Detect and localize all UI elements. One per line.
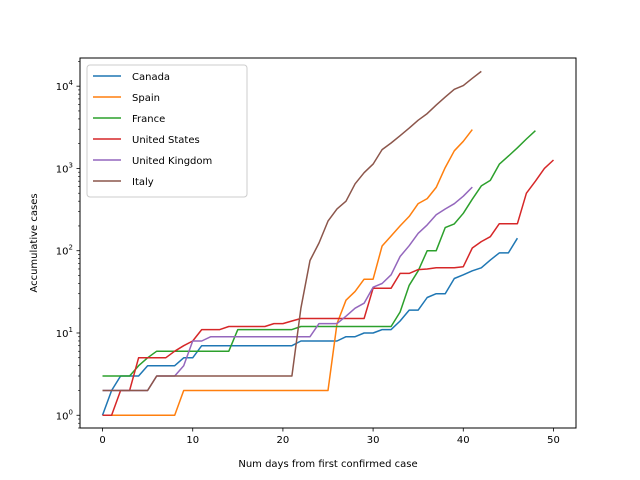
x-tick-label: 10 (186, 435, 199, 446)
legend-label: Canada (132, 72, 170, 83)
legend-label: France (132, 114, 165, 125)
y-tick-label: 102 (56, 244, 73, 258)
series-line-5 (102, 70, 482, 392)
plot-frame (79, 57, 577, 429)
legend-label: United Kingdom (132, 156, 212, 167)
series-line-0 (101, 237, 519, 416)
x-tick-label: 50 (547, 435, 560, 446)
y-tick-label: 101 (56, 326, 73, 340)
x-tick-label: 20 (277, 435, 290, 446)
x-tick-label: 40 (457, 435, 470, 446)
legend-label: Italy (132, 177, 154, 188)
series-line-1 (102, 129, 473, 417)
y-tick-label: 103 (56, 161, 73, 175)
legend-frame (86, 64, 248, 198)
y-axis: 100 101 102 103 104 (56, 61, 80, 429)
x-axis: 0 10 20 30 40 50 (99, 428, 560, 446)
x-tick-label: 0 (99, 435, 105, 446)
series-line-3 (102, 159, 555, 417)
x-axis-label: Num days from first confirmed case (238, 459, 417, 470)
series-layer (101, 70, 555, 417)
y-axis-label: Accumulative cases (29, 193, 40, 292)
legend: Canada Spain France United States United Kin… (86, 64, 248, 198)
legend-label: Spain (132, 93, 160, 104)
x-tick-label: 30 (367, 435, 380, 446)
y-tick-label: 100 (56, 408, 73, 422)
y-tick-label: 104 (56, 79, 74, 93)
legend-label: United States (132, 135, 200, 146)
